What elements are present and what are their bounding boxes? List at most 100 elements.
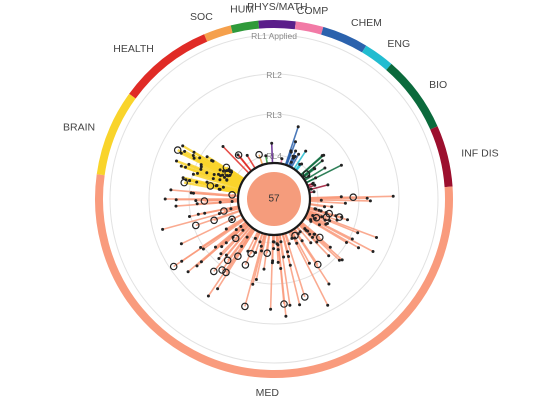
ring-label-rl2: RL2	[266, 70, 282, 80]
project-point	[199, 260, 203, 264]
project-point	[391, 194, 395, 198]
project-point	[298, 162, 302, 166]
project-point	[264, 154, 268, 158]
project-point	[263, 249, 272, 258]
project-point	[308, 232, 312, 236]
project-point	[365, 196, 369, 200]
spoke-med	[170, 189, 239, 197]
project-point	[223, 256, 232, 265]
project-point	[339, 195, 343, 199]
project-point	[217, 257, 221, 260]
project-point	[319, 209, 323, 213]
project-point	[221, 169, 225, 173]
project-point	[339, 163, 343, 167]
domain-label-med: MED	[256, 387, 280, 399]
project-point	[218, 200, 222, 204]
project-point	[254, 278, 258, 281]
project-point	[280, 157, 284, 161]
project-point	[191, 154, 195, 157]
ring-labels: RL1 Applied RL2 RL3 RL4	[251, 31, 297, 161]
project-points	[161, 125, 395, 318]
project-point	[169, 188, 173, 192]
project-point	[276, 243, 280, 247]
spoke-med	[244, 231, 261, 266]
project-point	[174, 198, 178, 202]
project-point	[205, 180, 209, 184]
project-point	[199, 246, 203, 249]
project-point	[349, 193, 358, 202]
project-point	[234, 252, 242, 261]
project-point	[173, 146, 182, 154]
project-point	[330, 205, 334, 209]
project-point	[320, 159, 324, 163]
spoke-med	[292, 228, 330, 285]
project-point	[255, 150, 263, 159]
project-point	[240, 244, 244, 248]
project-point	[210, 216, 218, 225]
project-point	[327, 282, 331, 286]
project-point	[356, 231, 360, 235]
project-point	[200, 197, 209, 205]
project-point	[294, 140, 297, 144]
project-point	[262, 267, 266, 271]
project-point	[326, 183, 330, 187]
project-point	[322, 153, 326, 157]
project-point	[315, 233, 324, 242]
project-point	[309, 219, 313, 223]
project-point	[311, 235, 314, 239]
project-point	[236, 153, 240, 157]
project-point	[260, 249, 263, 253]
project-point	[201, 247, 205, 251]
project-point	[188, 215, 191, 218]
project-point	[287, 242, 291, 246]
project-point	[311, 181, 315, 185]
project-point	[337, 258, 341, 262]
spoke-med	[306, 211, 326, 221]
project-point	[335, 213, 344, 221]
project-point	[270, 261, 274, 265]
spoke-brain	[176, 159, 241, 188]
project-point	[224, 241, 228, 245]
project-point	[340, 258, 344, 262]
project-point	[199, 167, 203, 171]
project-point	[194, 199, 198, 203]
project-point	[296, 125, 300, 129]
project-point	[196, 212, 200, 216]
spoke-med	[278, 234, 291, 306]
project-point	[199, 163, 203, 167]
domain-label-eng: ENG	[387, 38, 410, 50]
spoke-brain	[185, 178, 240, 193]
project-point	[245, 235, 249, 239]
project-point	[300, 239, 304, 243]
project-point	[210, 159, 214, 162]
project-point	[289, 150, 293, 154]
project-point	[253, 236, 257, 240]
project-point	[230, 218, 234, 222]
project-point	[215, 184, 219, 187]
project-point	[304, 149, 308, 153]
project-point	[175, 159, 178, 163]
spoke-bio	[302, 167, 315, 178]
spoke-med	[225, 228, 255, 273]
project-point	[313, 216, 317, 220]
project-point	[192, 150, 196, 154]
project-point	[214, 245, 217, 249]
project-point	[272, 247, 276, 251]
spoke-med	[173, 218, 245, 268]
spoke-health	[246, 154, 256, 169]
domain-arc-comp	[294, 21, 324, 35]
spoke-bio	[304, 167, 326, 181]
center-bubble	[247, 172, 301, 226]
project-point	[222, 268, 230, 277]
project-point	[212, 173, 216, 176]
project-point	[210, 267, 218, 276]
spoke-med	[309, 203, 325, 208]
project-point	[184, 165, 187, 169]
spoke-bio	[305, 164, 342, 184]
project-point	[169, 262, 178, 271]
project-point	[317, 223, 321, 227]
project-point	[288, 263, 292, 267]
project-point	[245, 153, 249, 157]
project-point	[199, 165, 203, 169]
spoke-phys-math	[270, 143, 274, 164]
